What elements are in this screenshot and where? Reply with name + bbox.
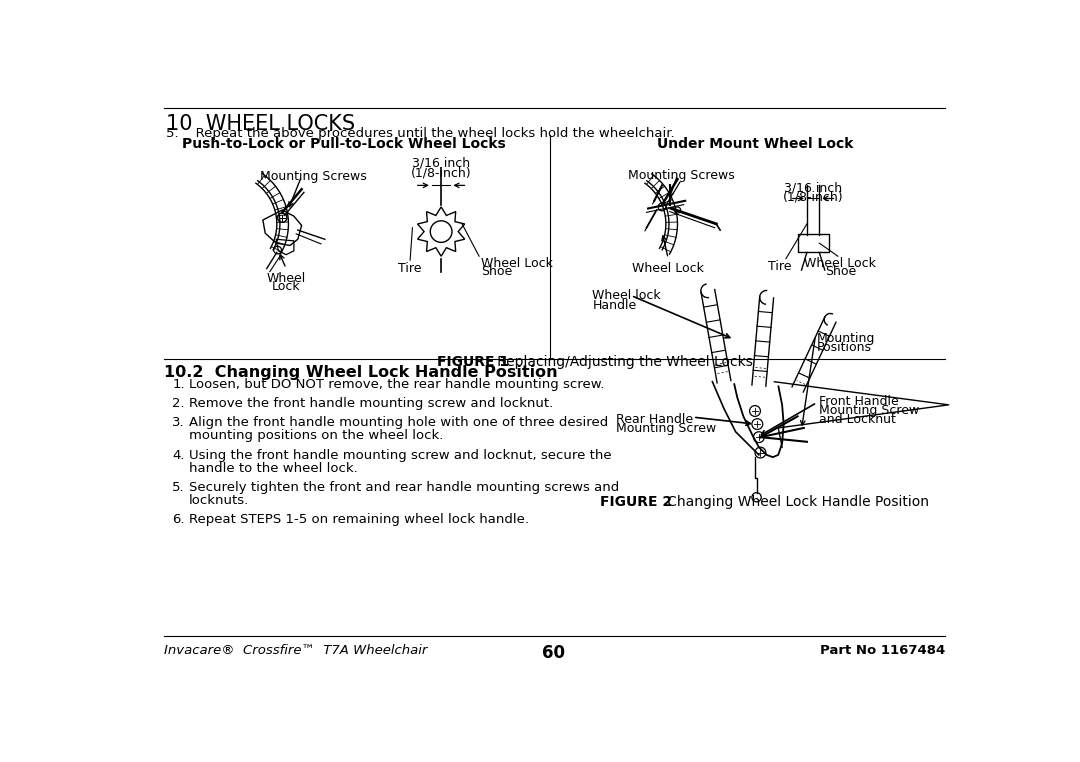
Text: Align the front handle mounting hole with one of three desired: Align the front handle mounting hole wit… (189, 416, 608, 429)
Text: Push-to-Lock or Pull-to-Lock Wheel Locks: Push-to-Lock or Pull-to-Lock Wheel Locks (183, 137, 507, 151)
Text: Wheel Lock: Wheel Lock (482, 257, 553, 270)
Text: Mounting Screw: Mounting Screw (819, 404, 919, 417)
Text: 10.2  Changing Wheel Lock Handle Position: 10.2 Changing Wheel Lock Handle Position (164, 365, 558, 379)
Text: 1.: 1. (172, 378, 185, 391)
Text: Mounting Screws: Mounting Screws (260, 170, 366, 183)
Text: 5.    Repeat the above procedures until the wheel locks hold the wheelchair.: 5. Repeat the above procedures until the… (166, 126, 675, 140)
Text: Wheel: Wheel (267, 271, 306, 285)
Text: Remove the front handle mounting screw and locknut.: Remove the front handle mounting screw a… (189, 397, 554, 410)
Text: Lock: Lock (272, 280, 300, 293)
Text: 3/16 inch: 3/16 inch (784, 181, 842, 194)
Text: Under Mount Wheel Lock: Under Mount Wheel Lock (657, 137, 853, 151)
Text: Tire: Tire (768, 260, 792, 273)
Text: Wheel Lock: Wheel Lock (805, 257, 876, 270)
Text: locknuts.: locknuts. (189, 494, 249, 507)
Text: and Locknut: and Locknut (819, 413, 895, 426)
Text: Mounting Screw: Mounting Screw (616, 422, 716, 435)
Text: 10  WHEEL LOCKS: 10 WHEEL LOCKS (166, 114, 355, 134)
Text: mounting positions on the wheel lock.: mounting positions on the wheel lock. (189, 430, 444, 443)
Text: 4.: 4. (172, 449, 185, 462)
Text: FIGURE 1: FIGURE 1 (437, 355, 510, 369)
Text: 6.: 6. (172, 514, 185, 527)
Text: 3/16 inch: 3/16 inch (413, 157, 470, 170)
Text: Securely tighten the front and rear handle mounting screws and: Securely tighten the front and rear hand… (189, 481, 620, 494)
Text: Shoe: Shoe (825, 265, 855, 278)
Text: Loosen, but DO NOT remove, the rear handle mounting screw.: Loosen, but DO NOT remove, the rear hand… (189, 378, 605, 391)
Text: Mounting Screws: Mounting Screws (627, 169, 734, 182)
Text: (1/8-inch): (1/8-inch) (410, 166, 472, 179)
Text: 2.: 2. (172, 397, 185, 410)
Text: 3.: 3. (172, 416, 185, 429)
Text: Repeat STEPS 1-5 on remaining wheel lock handle.: Repeat STEPS 1-5 on remaining wheel lock… (189, 514, 529, 527)
Text: Mounting: Mounting (816, 331, 876, 344)
Text: Replacing/Adjusting the Wheel Locks: Replacing/Adjusting the Wheel Locks (484, 355, 753, 369)
Text: Part No 1167484: Part No 1167484 (820, 645, 945, 658)
Text: Positions: Positions (816, 341, 872, 354)
Text: Using the front handle mounting screw and locknut, secure the: Using the front handle mounting screw an… (189, 449, 612, 462)
Text: Wheel Lock: Wheel Lock (632, 262, 704, 275)
Text: 60: 60 (542, 645, 565, 662)
Text: Changing Wheel Lock Handle Position: Changing Wheel Lock Handle Position (654, 495, 929, 509)
Text: Rear Handle: Rear Handle (616, 412, 692, 425)
Text: FIGURE 2: FIGURE 2 (600, 495, 672, 509)
Text: handle to the wheel lock.: handle to the wheel lock. (189, 462, 357, 475)
Text: Front Handle: Front Handle (819, 395, 899, 408)
Text: Shoe: Shoe (482, 265, 513, 278)
Bar (798, 234, 828, 252)
Text: Tire: Tire (399, 262, 422, 275)
Text: Handle: Handle (592, 299, 636, 312)
Text: Wheel lock: Wheel lock (592, 290, 661, 303)
Text: (1/8-inch): (1/8-inch) (783, 190, 843, 203)
Text: 5.: 5. (172, 481, 185, 494)
Text: Invacare®  Crossfire™  T7A Wheelchair: Invacare® Crossfire™ T7A Wheelchair (164, 645, 428, 658)
